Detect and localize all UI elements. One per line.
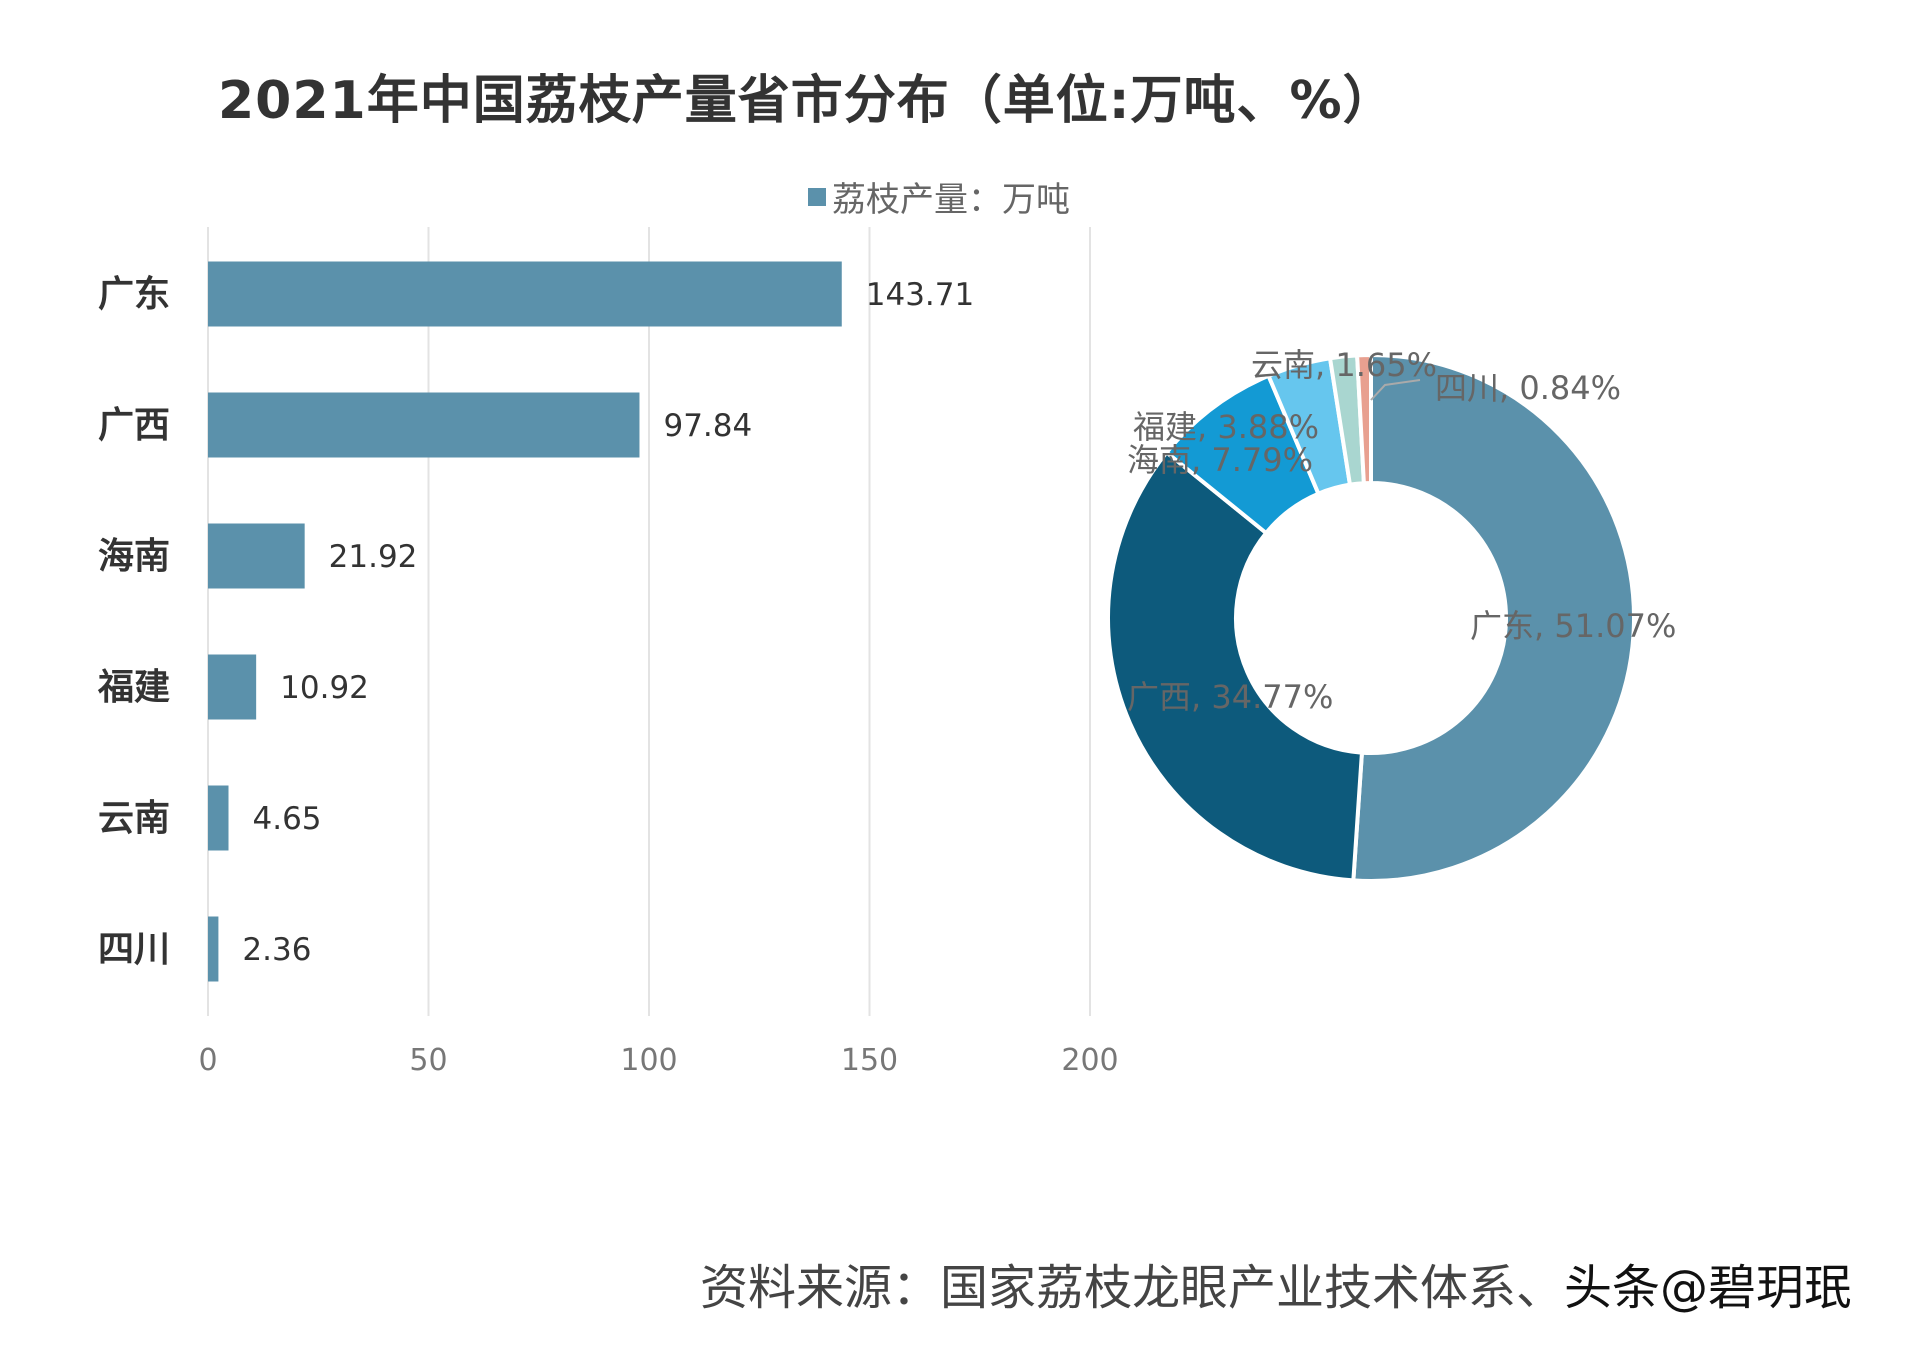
y-category-label: 四川: [98, 929, 170, 970]
leader-line: [1370, 379, 1421, 401]
donut-data-label: 广东, 51.07%: [1470, 607, 1676, 645]
legend-swatch: [808, 187, 826, 206]
bar-data-label: 21.92: [329, 539, 418, 575]
bar-data-label: 97.84: [663, 408, 752, 444]
donut-data-label: 四川, 0.84%: [1435, 369, 1621, 407]
donut-data-label: 云南, 1.65%: [1251, 346, 1437, 384]
donut-slice-四川: [1355, 352, 1373, 486]
bar-data-label: 10.92: [280, 670, 369, 706]
donut-data-label: 福建, 3.88%: [1133, 408, 1319, 446]
bar-四川: [208, 916, 219, 982]
bar-广西: [208, 392, 640, 458]
donut-slice-广东: [1351, 352, 1636, 883]
source-note: 资料来源：国家荔枝龙眼产业技术体系、头条@碧玥珉: [700, 1248, 1852, 1318]
x-tick-label: 150: [841, 1043, 898, 1078]
bar-云南: [208, 785, 229, 851]
donut-data-label: 海南, 7.79%: [1127, 441, 1313, 479]
watermark: 头条@碧玥珉: [1564, 1260, 1853, 1316]
bar-data-label: 4.65: [253, 801, 322, 837]
legend: 荔枝产量：万吨: [808, 172, 1070, 221]
source-text: 资料来源：国家荔枝龙眼产业技术体系、: [700, 1260, 1565, 1316]
bar-data-label: 2.36: [242, 932, 311, 968]
y-category-label: 广东: [98, 274, 170, 315]
donut-slice-广西: [1106, 449, 1365, 883]
bar-广东: [208, 261, 842, 327]
x-tick-label: 200: [1061, 1043, 1118, 1078]
y-category-label: 云南: [98, 798, 170, 839]
bar-海南: [208, 523, 305, 589]
donut-data-label: 广西, 34.77%: [1127, 678, 1333, 716]
x-tick-label: 0: [198, 1043, 217, 1078]
bar-福建: [208, 654, 257, 720]
y-category-label: 福建: [97, 667, 170, 708]
chart-title: 2021年中国荔枝产量省市分布（单位:万吨、%）: [218, 71, 1396, 131]
bar-data-label: 143.71: [866, 277, 974, 313]
x-tick-label: 50: [409, 1043, 447, 1078]
y-category-label: 广西: [98, 405, 170, 446]
y-category-label: 海南: [98, 536, 170, 577]
legend-label: 荔枝产量：万吨: [832, 180, 1070, 220]
x-tick-label: 100: [620, 1043, 677, 1078]
